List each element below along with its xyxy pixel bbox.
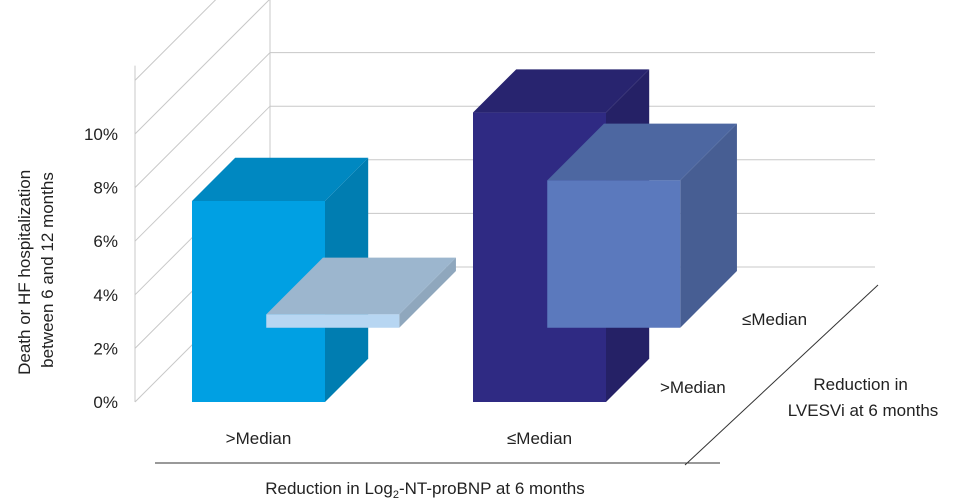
depth-category-label: >Median bbox=[660, 378, 726, 397]
y-axis-title-line-2: between 6 and 12 months bbox=[38, 172, 57, 368]
depth-category-labels: >Median ≤Median bbox=[660, 310, 807, 397]
category-labels: >Median ≤Median bbox=[226, 429, 572, 448]
bar-top-face bbox=[547, 123, 737, 181]
bar bbox=[547, 123, 737, 328]
y-tick-label: 10% bbox=[84, 125, 118, 144]
bars bbox=[192, 69, 737, 403]
depth-axis-title-line-1: Reduction in bbox=[813, 375, 908, 394]
y-tick-label: 0% bbox=[93, 393, 118, 412]
y-tick-label: 8% bbox=[93, 179, 118, 198]
category-label: >Median bbox=[226, 429, 292, 448]
depth-axis-title: Reduction in LVESVi at 6 months bbox=[788, 375, 939, 420]
depth-category-label: ≤Median bbox=[742, 310, 807, 329]
depth-axis-title-line-2: LVESVi at 6 months bbox=[788, 401, 939, 420]
gridline bbox=[134, 0, 270, 135]
bar-side-face bbox=[680, 123, 737, 328]
y-axis-title-line-1: Death or HF hospitalization bbox=[15, 170, 34, 375]
gridline bbox=[134, 52, 875, 188]
bar-front-face bbox=[547, 180, 681, 328]
depth-axis-title-rule bbox=[684, 284, 879, 466]
bar-top-face bbox=[192, 157, 369, 201]
y-tick-labels: 0% 2% 4% 6% 8% 10% bbox=[84, 125, 118, 412]
category-label: ≤Median bbox=[507, 429, 572, 448]
bar-top-face bbox=[266, 257, 456, 315]
y-tick-label: 2% bbox=[93, 339, 118, 358]
bar-side-face bbox=[399, 257, 456, 328]
y-tick-label: 6% bbox=[93, 232, 118, 251]
gridline bbox=[134, 0, 217, 81]
x-axis-title-subscript: 2 bbox=[393, 489, 399, 500]
x-axis-title-prefix: Reduction in Log bbox=[265, 479, 393, 498]
y-tick-label: 4% bbox=[93, 286, 118, 305]
gridline bbox=[134, 105, 875, 242]
bar bbox=[266, 257, 456, 328]
x-axis-title: Reduction in Log2-NT-proBNP at 6 months bbox=[265, 479, 585, 500]
bar-front-face bbox=[266, 314, 400, 328]
y-axis-title: Death or HF hospitalization between 6 an… bbox=[15, 165, 57, 375]
bar-top-face bbox=[473, 69, 650, 113]
x-axis-title-suffix: -NT-proBNP at 6 months bbox=[399, 479, 585, 498]
